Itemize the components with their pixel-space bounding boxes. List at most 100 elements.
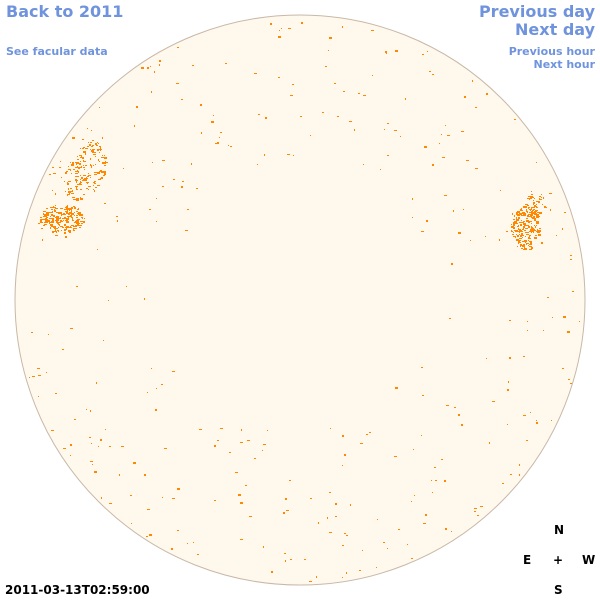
feature-point <box>431 480 432 481</box>
feature-point <box>316 576 317 578</box>
feature-point <box>147 67 149 69</box>
feature-point <box>342 577 343 578</box>
feature-point <box>517 215 520 216</box>
feature-point <box>301 22 303 24</box>
feature-point <box>79 227 81 228</box>
feature-point <box>80 181 81 182</box>
feature-point <box>66 221 69 223</box>
feature-point <box>71 217 73 218</box>
feature-point <box>220 132 222 133</box>
feature-point <box>65 227 66 228</box>
feature-point <box>568 379 570 380</box>
feature-point <box>56 208 58 209</box>
feature-point <box>62 349 64 350</box>
feature-point <box>432 164 434 166</box>
feature-point <box>76 182 77 183</box>
feature-point <box>67 194 68 196</box>
feature-point <box>329 532 332 533</box>
feature-point <box>442 157 445 158</box>
feature-point <box>66 227 68 228</box>
feature-point <box>278 77 280 78</box>
feature-point <box>72 162 74 164</box>
feature-point <box>514 230 516 231</box>
feature-point <box>534 198 535 199</box>
feature-point <box>71 212 72 213</box>
feature-point <box>97 142 98 143</box>
feature-point <box>567 331 570 333</box>
feature-point <box>421 435 422 436</box>
feature-point <box>535 227 536 228</box>
feature-point <box>458 414 460 416</box>
feature-point <box>330 428 331 429</box>
feature-point <box>267 430 268 431</box>
feature-point <box>76 187 77 189</box>
feature-point <box>523 226 525 227</box>
compass-east-label: E <box>523 553 532 567</box>
feature-point <box>69 193 70 194</box>
feature-point <box>80 225 82 226</box>
feature-point <box>531 194 532 195</box>
feature-point <box>537 216 540 217</box>
next-day-link[interactable]: Next day <box>515 20 595 39</box>
feature-point <box>53 173 56 174</box>
feature-point <box>53 206 54 207</box>
feature-point <box>384 129 385 130</box>
feature-point <box>150 66 151 67</box>
feature-point <box>531 196 533 197</box>
feature-point <box>532 194 533 195</box>
see-facular-data-link[interactable]: See facular data <box>6 45 108 58</box>
feature-point <box>535 213 537 214</box>
feature-point <box>136 106 138 108</box>
feature-point <box>109 446 111 447</box>
feature-point <box>529 212 531 213</box>
feature-point <box>521 220 522 221</box>
feature-point <box>335 503 337 505</box>
feature-point <box>480 506 483 507</box>
feature-point <box>529 249 532 250</box>
feature-point <box>90 410 91 412</box>
feature-point <box>531 207 533 208</box>
feature-point <box>197 554 199 555</box>
feature-point <box>88 173 89 174</box>
feature-point <box>88 186 91 187</box>
feature-point <box>271 571 273 573</box>
previous-hour-link[interactable]: Previous hour <box>508 45 595 58</box>
feature-point <box>531 247 533 249</box>
feature-point <box>67 208 70 210</box>
feature-point <box>83 167 85 168</box>
feature-point <box>517 231 518 232</box>
feature-point <box>518 243 519 244</box>
feature-point <box>523 213 526 215</box>
back-to-year-link[interactable]: Back to 2011 <box>6 2 124 21</box>
feature-point <box>77 224 79 225</box>
feature-point <box>44 224 47 225</box>
feature-point <box>514 119 516 120</box>
feature-point <box>240 502 243 504</box>
feature-point <box>105 162 108 163</box>
feature-point <box>80 182 82 183</box>
feature-point <box>506 231 508 232</box>
feature-point <box>77 213 79 214</box>
feature-point <box>562 368 564 369</box>
feature-point <box>56 216 58 217</box>
feature-point <box>80 148 81 149</box>
next-hour-link[interactable]: Next hour <box>533 58 596 71</box>
previous-day-link[interactable]: Previous day <box>478 2 595 21</box>
feature-point <box>552 317 553 318</box>
feature-point <box>147 392 148 393</box>
feature-point <box>254 458 256 459</box>
feature-point <box>541 197 542 198</box>
feature-point <box>486 93 488 95</box>
feature-point <box>77 176 79 177</box>
feature-point <box>95 183 96 184</box>
feature-point <box>238 494 241 496</box>
feature-point <box>79 215 81 216</box>
feature-point <box>67 206 68 207</box>
feature-point <box>537 207 538 208</box>
feature-point <box>75 225 77 226</box>
feature-point <box>177 530 179 531</box>
feature-point <box>55 235 58 236</box>
feature-point <box>446 405 449 406</box>
feature-point <box>522 245 525 247</box>
